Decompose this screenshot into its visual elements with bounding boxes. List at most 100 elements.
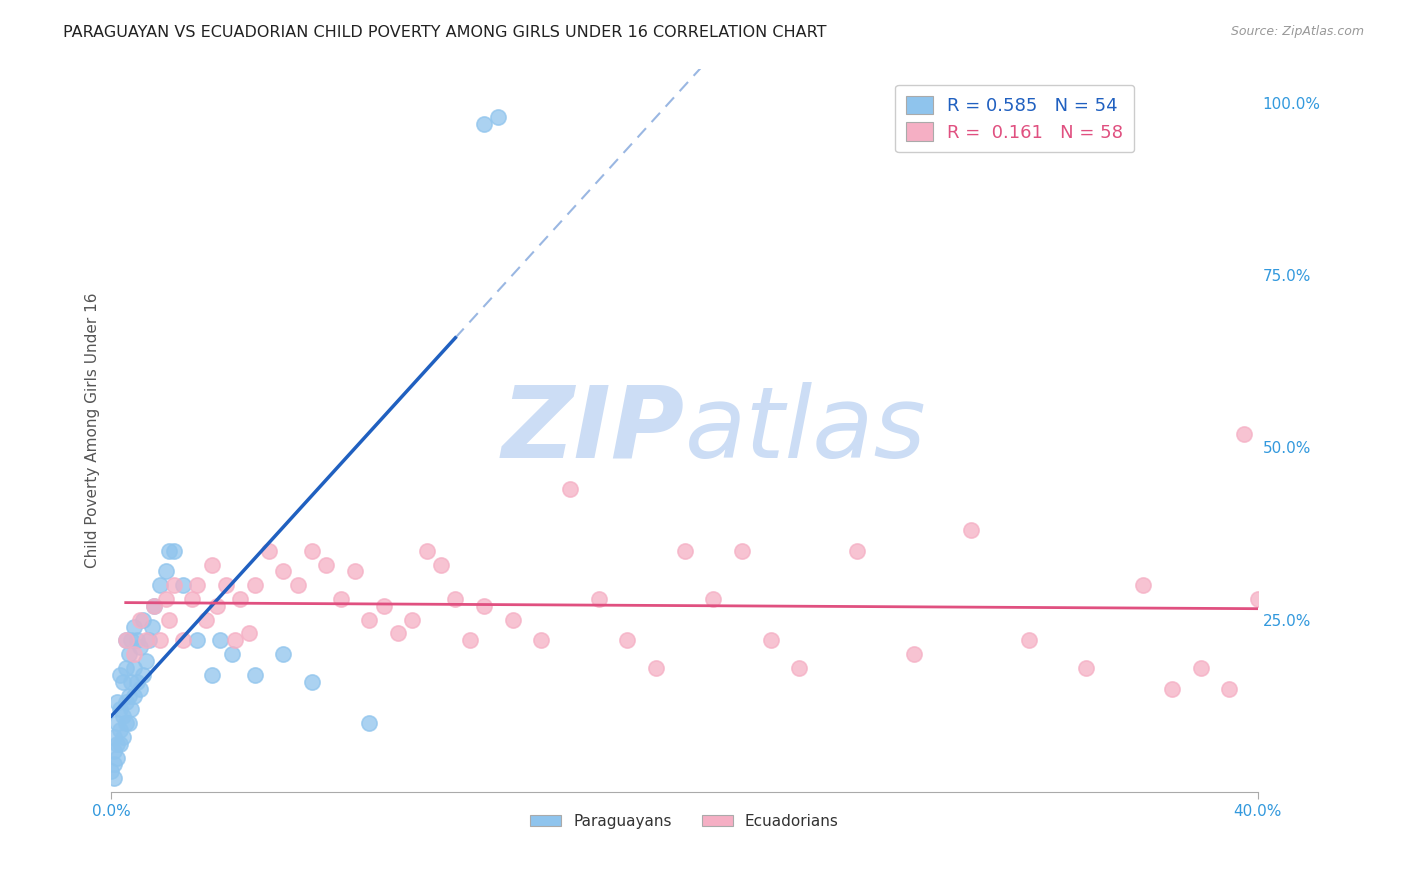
Point: [224, 633, 246, 648]
Point: [221, 647, 243, 661]
Y-axis label: Child Poverty Among Girls Under 16: Child Poverty Among Girls Under 16: [86, 293, 100, 568]
Point: [103, 744, 125, 758]
Point: [105, 716, 128, 731]
Point: [458, 633, 481, 648]
Point: [132, 668, 155, 682]
Point: [172, 633, 194, 648]
Point: [117, 647, 139, 661]
Text: PARAGUAYAN VS ECUADORIAN CHILD POVERTY AMONG GIRLS UNDER 16 CORRELATION CHART: PARAGUAYAN VS ECUADORIAN CHILD POVERTY A…: [63, 25, 827, 40]
Point: [201, 668, 224, 682]
Point: [149, 633, 172, 648]
Point: [315, 558, 337, 572]
Legend: Paraguayans, Ecuadorians: Paraguayans, Ecuadorians: [524, 808, 845, 835]
Point: [702, 592, 724, 607]
Point: [387, 626, 409, 640]
Point: [444, 592, 467, 607]
Point: [229, 592, 252, 607]
Point: [124, 661, 146, 675]
Point: [903, 647, 925, 661]
Point: [1247, 592, 1270, 607]
Point: [195, 613, 218, 627]
Text: Source: ZipAtlas.com: Source: ZipAtlas.com: [1230, 25, 1364, 38]
Point: [558, 482, 581, 496]
Point: [215, 578, 238, 592]
Point: [530, 633, 553, 648]
Point: [111, 674, 134, 689]
Point: [209, 633, 232, 648]
Point: [616, 633, 638, 648]
Point: [132, 613, 155, 627]
Point: [124, 647, 146, 661]
Point: [105, 695, 128, 709]
Point: [645, 661, 668, 675]
Point: [155, 565, 177, 579]
Point: [301, 544, 323, 558]
Point: [143, 599, 166, 613]
Point: [155, 592, 177, 607]
Point: [163, 544, 186, 558]
Point: [121, 633, 143, 648]
Point: [787, 661, 810, 675]
Point: [673, 544, 696, 558]
Point: [960, 523, 983, 537]
Point: [243, 668, 266, 682]
Point: [759, 633, 782, 648]
Point: [359, 716, 381, 731]
Point: [287, 578, 309, 592]
Point: [114, 633, 136, 648]
Text: ZIP: ZIP: [502, 382, 685, 479]
Point: [129, 640, 152, 655]
Point: [1018, 633, 1040, 648]
Point: [344, 565, 367, 579]
Point: [108, 737, 131, 751]
Point: [129, 681, 152, 696]
Point: [1074, 661, 1097, 675]
Point: [238, 626, 260, 640]
Point: [359, 613, 381, 627]
Point: [108, 702, 131, 716]
Point: [430, 558, 453, 572]
Point: [415, 544, 437, 558]
Point: [114, 661, 136, 675]
Point: [111, 709, 134, 723]
Point: [329, 592, 352, 607]
Point: [127, 674, 149, 689]
Point: [157, 613, 180, 627]
Point: [373, 599, 395, 613]
Point: [108, 668, 131, 682]
Point: [141, 619, 163, 633]
Point: [1218, 681, 1240, 696]
Point: [114, 633, 136, 648]
Point: [1160, 681, 1182, 696]
Point: [207, 599, 229, 613]
Point: [138, 633, 160, 648]
Point: [114, 716, 136, 731]
Point: [108, 723, 131, 737]
Point: [486, 110, 509, 124]
Point: [103, 730, 125, 744]
Point: [1189, 661, 1212, 675]
Point: [117, 716, 139, 731]
Point: [157, 544, 180, 558]
Point: [121, 674, 143, 689]
Point: [257, 544, 280, 558]
Point: [163, 578, 186, 592]
Point: [129, 613, 152, 627]
Point: [105, 750, 128, 764]
Point: [731, 544, 754, 558]
Point: [472, 599, 495, 613]
Point: [1132, 578, 1154, 592]
Point: [588, 592, 610, 607]
Point: [114, 695, 136, 709]
Point: [135, 654, 157, 668]
Point: [127, 633, 149, 648]
Point: [180, 592, 202, 607]
Point: [111, 730, 134, 744]
Point: [301, 674, 323, 689]
Point: [149, 578, 172, 592]
Point: [121, 702, 143, 716]
Point: [273, 647, 295, 661]
Point: [103, 771, 125, 785]
Point: [502, 613, 524, 627]
Point: [103, 757, 125, 772]
